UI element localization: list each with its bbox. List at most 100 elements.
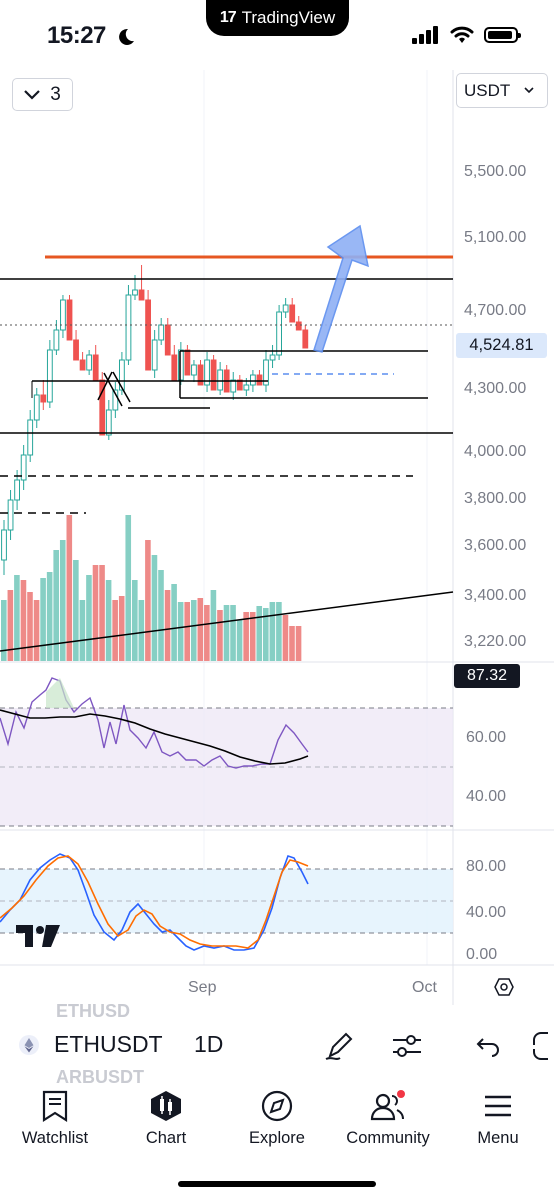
price-axis-label: 5,100.00	[464, 229, 527, 246]
candle-body	[295, 321, 302, 331]
volume-bar	[118, 596, 125, 661]
volume-bar	[66, 515, 73, 661]
candle-body	[79, 359, 86, 371]
symbol-button[interactable]: ETHUSDT	[54, 1031, 163, 1057]
tab-label: Community	[346, 1129, 430, 1147]
volume-bar	[79, 600, 86, 661]
home-indicator	[178, 1181, 376, 1187]
volume-bar	[145, 540, 151, 661]
compass-icon	[261, 1090, 293, 1122]
volume-bar	[59, 540, 66, 661]
candle-body	[125, 294, 132, 361]
price-axis-label: 4,000.00	[464, 443, 527, 460]
tab-community[interactable]: Community	[333, 1090, 443, 1148]
indicators-toggle[interactable]: 3	[12, 78, 73, 111]
price-axis-label: 3,220.00	[464, 633, 527, 650]
candle-body	[263, 359, 269, 386]
volume-bar	[171, 584, 177, 661]
volume-bar	[112, 600, 118, 661]
candlesticks	[1, 265, 309, 575]
chart-canvas[interactable]	[0, 70, 554, 1005]
volume-bar	[1, 600, 7, 661]
time-axis-label: Oct	[412, 979, 437, 996]
currency-label: USDT	[464, 80, 511, 100]
candle-body	[53, 329, 60, 351]
candle-body	[230, 379, 237, 393]
candle-body	[250, 374, 256, 386]
candle-body	[204, 359, 210, 386]
candle-body	[289, 304, 296, 323]
volume-bar	[20, 580, 27, 661]
chart-settings-icon[interactable]	[494, 977, 514, 997]
community-icon	[370, 1090, 405, 1121]
rsi-ma-line	[0, 709, 309, 765]
price-axis-label: 3,600.00	[464, 537, 527, 554]
volume-bar	[33, 600, 40, 661]
volume-bar	[138, 600, 145, 661]
volume-bar	[282, 615, 289, 661]
candle-body	[46, 349, 53, 403]
candle-body	[191, 364, 197, 376]
indicator-count: 3	[50, 83, 61, 105]
interval-button[interactable]: 1D	[194, 1031, 224, 1057]
price-axis-label: 4,300.00	[464, 380, 527, 397]
volume-bar	[125, 515, 132, 661]
candle-body	[105, 409, 112, 436]
last-price-tag: 4,524.81	[456, 333, 547, 358]
chevron-down-icon	[24, 89, 40, 100]
volume-bar	[223, 605, 230, 661]
volume-bar	[204, 605, 210, 661]
menu-icon	[485, 1095, 511, 1117]
indicators-settings-icon[interactable]	[390, 1029, 424, 1063]
volume-bar	[249, 612, 256, 661]
tab-explore[interactable]: Explore	[222, 1090, 332, 1148]
volume-bar	[7, 590, 14, 661]
battery-icon	[484, 27, 521, 43]
status-bar: 15:27 17 TradingView	[0, 0, 554, 70]
volume-bar	[289, 626, 295, 661]
volume-bar	[269, 602, 276, 661]
candle-body	[145, 299, 151, 371]
volume-bar	[177, 602, 184, 661]
tab-label: Menu	[477, 1129, 519, 1147]
volume-bar	[40, 578, 46, 661]
volume-bar	[164, 590, 171, 661]
volume-bar	[210, 590, 217, 661]
candle-body	[164, 324, 171, 356]
moon-icon	[119, 28, 134, 45]
price-axis-label: 3,400.00	[464, 587, 527, 604]
tab-watchlist[interactable]: Watchlist	[0, 1090, 110, 1148]
candle-body	[112, 389, 119, 411]
stoch-axis-label: 0.00	[466, 946, 498, 963]
volume-bar	[53, 550, 59, 661]
candle-body	[73, 339, 79, 361]
candle-body	[276, 311, 283, 356]
tradingview-logo-icon: 17	[219, 9, 237, 26]
tab-menu[interactable]: Menu	[443, 1090, 553, 1148]
fullscreen-icon[interactable]	[528, 1029, 554, 1063]
island-label: TradingView	[241, 8, 336, 27]
volume-bar	[236, 620, 243, 661]
volume-bar	[190, 600, 197, 661]
candle-body	[27, 419, 34, 456]
candle-body	[282, 304, 289, 313]
volume-bar	[217, 610, 223, 661]
stoch-d-line	[0, 855, 309, 949]
rsi-axis-label: 40.00	[466, 788, 507, 805]
candle-body	[269, 354, 276, 361]
drawing-tool-icon[interactable]	[322, 1029, 356, 1063]
projection-arrow[interactable]	[313, 224, 370, 353]
candle-body	[132, 289, 138, 296]
tab-chart[interactable]: Chart	[111, 1090, 221, 1148]
candle-body	[177, 349, 184, 381]
time-axis-label: Sep	[188, 979, 217, 996]
currency-select[interactable]: USDT	[456, 73, 548, 108]
undo-icon[interactable]	[470, 1029, 504, 1063]
status-time: 15:27	[47, 22, 106, 49]
volume-bar	[158, 570, 164, 661]
candle-body	[40, 394, 47, 403]
volume-bar	[263, 608, 269, 661]
rsi-axis-label: 60.00	[466, 729, 507, 746]
ghost-symbol-below: ARBUSDT	[56, 1067, 144, 1087]
trend-line[interactable]	[0, 591, 454, 652]
